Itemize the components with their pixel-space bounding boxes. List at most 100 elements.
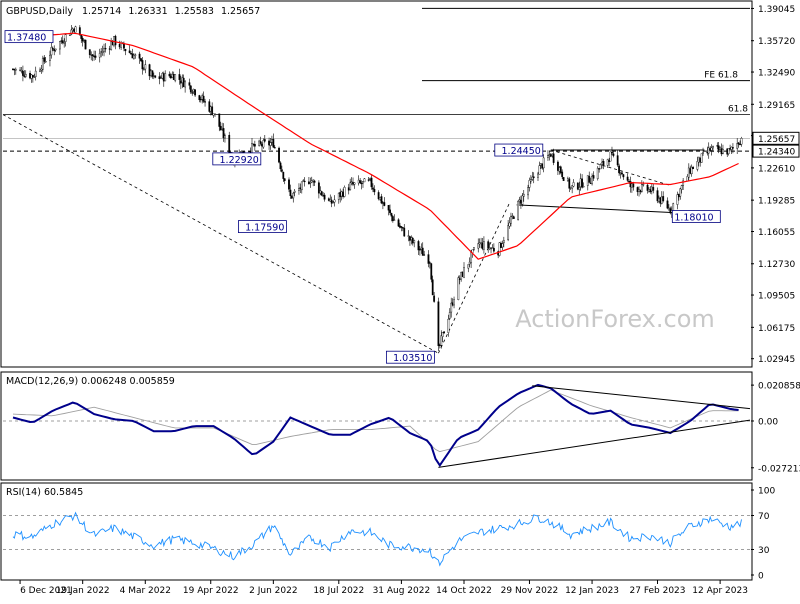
candle-body — [529, 179, 532, 182]
candle-body — [191, 92, 194, 94]
candle-body — [599, 164, 602, 170]
price-axis-label: 1.29165 — [758, 101, 795, 111]
candle-body — [41, 58, 44, 70]
candle-body — [208, 101, 211, 112]
candle-body — [88, 49, 91, 55]
candle-body — [171, 74, 174, 78]
candle-body — [70, 29, 73, 35]
candle-body — [131, 53, 134, 59]
candle-body — [549, 154, 552, 157]
price-annotation-box — [4, 30, 54, 44]
candle-body — [579, 178, 582, 187]
candle-body — [739, 143, 741, 146]
candle-body — [224, 135, 226, 139]
candle-body — [31, 74, 34, 78]
candle-body — [578, 187, 581, 190]
candle-body — [320, 191, 323, 196]
candle-body — [138, 53, 141, 59]
candle-body — [263, 139, 266, 142]
x-axis-label: 2 Jun 2022 — [249, 586, 297, 596]
candle-body — [53, 49, 56, 52]
candle-body — [699, 157, 702, 163]
candle-body — [410, 237, 413, 241]
candle-body — [727, 148, 730, 154]
candle-body — [68, 34, 71, 36]
candle-body — [488, 247, 491, 249]
macd-title: MACD(12,26,9) 0.006248 0.005859 — [6, 376, 175, 387]
candle-body — [473, 247, 475, 250]
candle-body — [660, 196, 663, 204]
candle-body — [450, 302, 453, 313]
candle-body — [133, 54, 135, 59]
candle-body — [302, 180, 305, 182]
candle-body — [389, 209, 391, 214]
candle-body — [390, 213, 393, 217]
candle-body — [111, 41, 114, 46]
candle-body — [268, 140, 270, 146]
current-price-tag — [752, 131, 800, 145]
candle-body — [700, 153, 703, 163]
macd-line — [12, 383, 739, 468]
candle-body — [24, 73, 27, 77]
rsi-panel-frame — [0, 482, 753, 581]
candle-body — [101, 51, 104, 53]
fe-61-8-label: FE 61.8 — [704, 71, 738, 81]
wedge-dashed-line — [550, 149, 671, 186]
candle-body — [168, 73, 171, 77]
x-axis-label: 4 Mar 2022 — [120, 586, 171, 596]
candle-body — [387, 205, 390, 211]
candle-body — [669, 208, 672, 214]
candle-body — [19, 69, 21, 71]
candle-body — [557, 161, 559, 171]
candle-body — [618, 165, 620, 174]
price-axis-label: 1.16055 — [758, 228, 795, 238]
candle-body — [418, 249, 421, 251]
candle-body — [638, 189, 640, 192]
candle-body — [551, 153, 554, 157]
candle-body — [271, 139, 273, 143]
candle-body — [369, 177, 371, 180]
candle-body — [437, 301, 440, 346]
candle-body — [98, 53, 101, 58]
candle-body — [319, 190, 322, 194]
candle-body — [198, 95, 201, 101]
candle-body — [592, 175, 595, 179]
candle-body — [413, 240, 416, 244]
candle-body — [542, 157, 545, 169]
support-price-tag-label: 1.24340 — [758, 148, 795, 158]
candle-body — [648, 189, 650, 192]
candle-body — [382, 202, 384, 204]
candle-body — [421, 247, 424, 256]
candle-body — [61, 40, 64, 44]
x-axis-label: 12 Jan 2023 — [565, 586, 619, 596]
candle-body — [160, 77, 162, 79]
candle-body — [340, 191, 343, 197]
candle-body — [73, 28, 76, 32]
candle-body — [289, 189, 292, 197]
candle-body — [632, 183, 635, 188]
candle-body — [161, 73, 164, 79]
candle-body — [110, 41, 113, 50]
candle-body — [588, 175, 591, 183]
price-annotation-label: 1.17590 — [245, 223, 284, 234]
candle-body — [470, 252, 473, 264]
candle-body — [154, 75, 157, 78]
candle-body — [401, 227, 404, 229]
candle-body — [736, 143, 739, 149]
candle-body — [94, 55, 97, 58]
candle-body — [616, 155, 619, 166]
price-axis-label: 1.39045 — [758, 5, 795, 15]
candle-body — [14, 68, 17, 71]
macd-upper-trendline — [532, 385, 751, 410]
candle-body — [300, 181, 303, 191]
candle-body — [360, 182, 363, 185]
candle-body — [212, 113, 215, 116]
price-annotation-label: 1.03510 — [393, 353, 432, 364]
candle-body — [278, 147, 280, 163]
candle-body — [702, 152, 704, 154]
price-annotation-label: 1.18010 — [674, 213, 713, 224]
candle-body — [363, 178, 366, 183]
candle-body — [214, 113, 216, 115]
candle-body — [561, 171, 564, 177]
